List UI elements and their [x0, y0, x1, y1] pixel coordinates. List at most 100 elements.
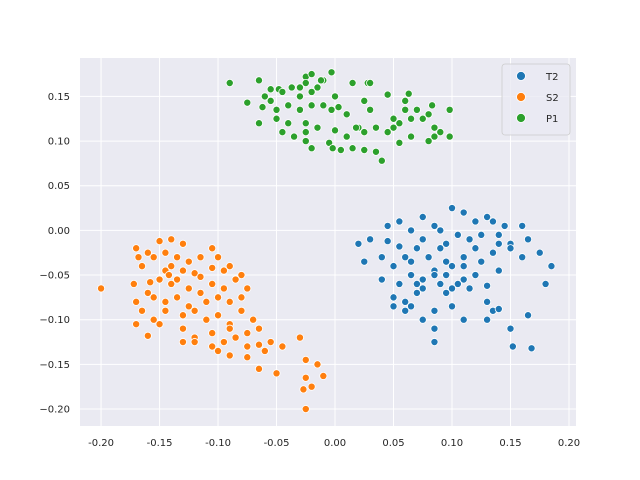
- data-point-s2: [196, 272, 205, 281]
- data-point-p1: [290, 132, 299, 141]
- data-point-t2: [418, 284, 427, 293]
- data-point-t2: [447, 204, 456, 213]
- data-point-t2: [412, 288, 421, 297]
- data-point-s2: [149, 253, 158, 262]
- data-point-s2: [219, 284, 228, 293]
- data-point-p1: [401, 105, 410, 114]
- data-point-t2: [360, 257, 369, 266]
- data-point-t2: [436, 226, 445, 235]
- data-point-p1: [445, 132, 454, 141]
- data-point-t2: [389, 302, 398, 311]
- data-point-s2: [173, 275, 182, 284]
- data-point-t2: [418, 235, 427, 244]
- data-point-s2: [167, 262, 176, 271]
- data-point-p1: [243, 98, 252, 107]
- data-point-t2: [377, 275, 386, 284]
- data-point-t2: [547, 262, 556, 271]
- data-point-s2: [219, 338, 228, 347]
- data-point-s2: [301, 373, 310, 382]
- data-point-p1: [313, 123, 322, 132]
- y-tick-label: 0.10: [48, 137, 70, 148]
- data-point-s2: [208, 263, 217, 272]
- data-point-t2: [471, 217, 480, 226]
- x-tick-label: -0.05: [264, 438, 290, 449]
- data-point-t2: [459, 253, 468, 262]
- data-point-p1: [383, 90, 392, 99]
- data-point-t2: [483, 281, 492, 290]
- data-point-t2: [508, 342, 517, 351]
- data-point-s2: [214, 311, 223, 320]
- data-point-p1: [366, 105, 375, 114]
- data-point-p1: [258, 103, 267, 112]
- data-point-s2: [161, 248, 170, 257]
- data-point-s2: [129, 279, 138, 288]
- data-point-s2: [225, 297, 234, 306]
- data-point-s2: [155, 275, 164, 284]
- data-point-t2: [395, 242, 404, 251]
- data-point-p1: [371, 123, 380, 132]
- data-point-p1: [424, 110, 433, 119]
- data-point-s2: [178, 239, 187, 248]
- y-tick-label: −0.10: [39, 315, 70, 326]
- data-point-s2: [178, 324, 187, 333]
- y-tick-label: −0.15: [39, 360, 70, 371]
- data-point-t2: [459, 315, 468, 324]
- data-point-p1: [301, 79, 310, 88]
- data-point-t2: [418, 275, 427, 284]
- x-tick-label: 0.00: [324, 438, 346, 449]
- data-point-t2: [494, 266, 503, 275]
- points: [97, 68, 556, 414]
- data-point-p1: [278, 87, 287, 96]
- data-point-t2: [430, 221, 439, 230]
- data-point-t2: [424, 253, 433, 262]
- data-point-p1: [377, 156, 386, 165]
- data-point-s2: [237, 293, 246, 302]
- data-point-s2: [219, 266, 228, 275]
- data-point-t2: [465, 235, 474, 244]
- legend-label-s2: S2: [546, 93, 559, 104]
- data-point-p1: [395, 119, 404, 128]
- y-tick-label: −0.20: [39, 405, 70, 416]
- data-point-s2: [161, 306, 170, 315]
- data-point-t2: [459, 208, 468, 217]
- data-point-s2: [184, 302, 193, 311]
- data-point-s2: [272, 369, 281, 378]
- data-point-t2: [395, 217, 404, 226]
- data-point-p1: [407, 114, 416, 123]
- data-point-t2: [524, 311, 533, 320]
- data-point-p1: [342, 132, 351, 141]
- legend-marker-t2: [516, 71, 526, 81]
- data-point-p1: [404, 89, 413, 98]
- data-point-s2: [225, 262, 234, 271]
- legend-marker-p1: [516, 113, 526, 123]
- data-point-p1: [278, 128, 287, 137]
- data-point-s2: [190, 306, 199, 315]
- data-point-p1: [327, 105, 336, 114]
- data-point-p1: [266, 85, 275, 94]
- data-point-p1: [284, 119, 293, 128]
- data-point-s2: [208, 279, 217, 288]
- data-point-p1: [428, 101, 437, 110]
- data-point-t2: [430, 338, 439, 347]
- data-point-p1: [327, 68, 336, 77]
- data-point-t2: [471, 271, 480, 280]
- data-point-s2: [295, 333, 304, 342]
- x-tick-label: -0.20: [88, 438, 114, 449]
- data-point-p1: [260, 92, 269, 101]
- data-point-s2: [190, 338, 199, 347]
- data-point-t2: [389, 262, 398, 271]
- data-point-p1: [389, 123, 398, 132]
- data-point-s2: [313, 360, 322, 369]
- data-point-s2: [155, 320, 164, 329]
- data-point-s2: [164, 271, 173, 280]
- data-point-t2: [412, 279, 421, 288]
- data-point-t2: [488, 248, 497, 257]
- data-point-s2: [231, 275, 240, 284]
- data-point-s2: [178, 266, 187, 275]
- data-point-p1: [371, 147, 380, 156]
- data-point-t2: [383, 237, 392, 246]
- data-point-s2: [208, 244, 217, 253]
- x-tick-label: 0.10: [441, 438, 463, 449]
- data-point-t2: [377, 253, 386, 262]
